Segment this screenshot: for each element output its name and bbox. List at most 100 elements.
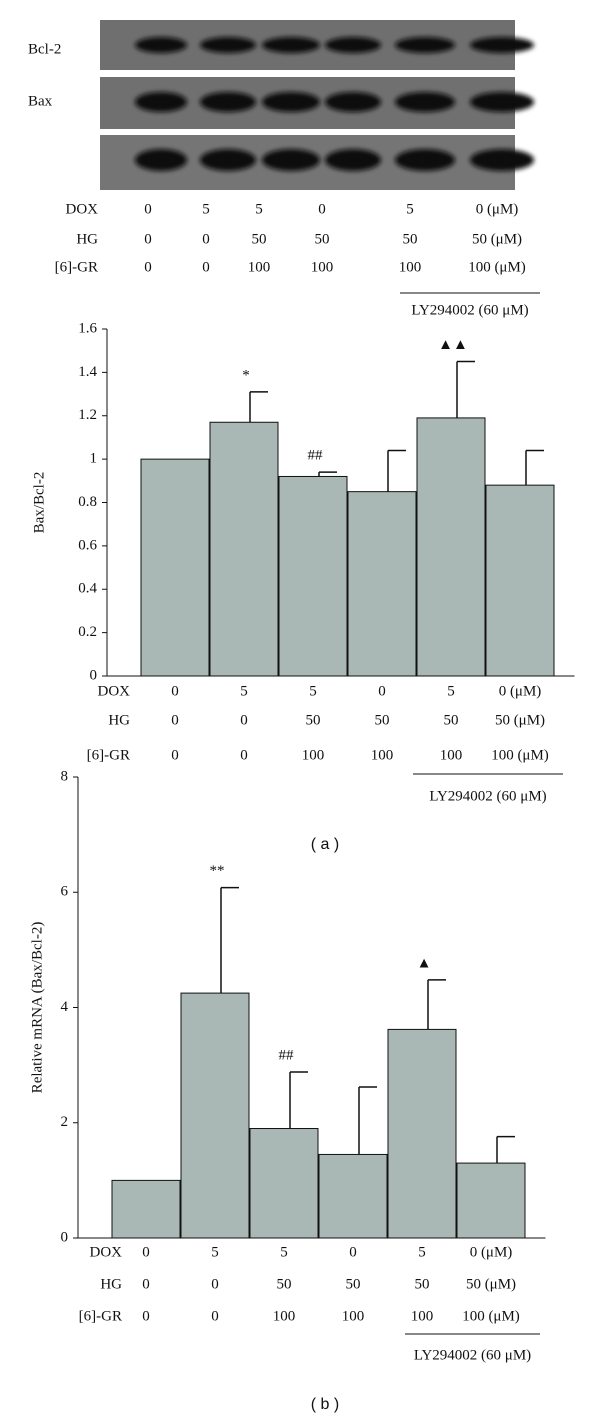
condition-value: 0 bbox=[142, 1244, 150, 1260]
condition-value: 100 bbox=[342, 1308, 365, 1324]
condition-value: 100 bbox=[411, 1308, 434, 1324]
y-tick-label: 8 bbox=[61, 768, 69, 784]
y-tick-label: 0.2 bbox=[78, 624, 97, 640]
band bbox=[470, 92, 534, 112]
condition-value: 100 bbox=[273, 1308, 296, 1324]
condition-value: 5 bbox=[202, 201, 210, 217]
condition-value: 50 bbox=[403, 231, 418, 247]
bar bbox=[180, 992, 250, 1239]
condition-value: 0 bbox=[240, 712, 248, 728]
blot-label: Bcl-2 bbox=[28, 41, 61, 57]
condition-name: HG bbox=[76, 231, 98, 247]
condition-value: 5 bbox=[211, 1244, 219, 1260]
band bbox=[135, 37, 187, 53]
band bbox=[135, 92, 187, 112]
condition-value: 0 bbox=[142, 1276, 150, 1292]
condition-name: DOX bbox=[90, 1244, 123, 1260]
band bbox=[325, 92, 381, 112]
condition-value: 5 bbox=[255, 201, 263, 217]
condition-value: 0 bbox=[211, 1308, 219, 1324]
condition-value: 100 (μM) bbox=[491, 747, 549, 763]
western-blot bbox=[100, 20, 534, 190]
condition-value: 0 bbox=[144, 201, 152, 217]
condition-value: 100 bbox=[302, 747, 325, 763]
y-tick-label: 0 bbox=[61, 1229, 69, 1245]
condition-value: 0 bbox=[144, 259, 152, 275]
band bbox=[470, 149, 534, 171]
panel-label: ( b ) bbox=[311, 1396, 339, 1413]
condition-value: 0 bbox=[171, 747, 179, 763]
condition-name: DOX bbox=[66, 201, 99, 217]
condition-value: 0 (μM) bbox=[499, 683, 542, 699]
band bbox=[395, 92, 455, 112]
bar bbox=[485, 484, 555, 677]
condition-name: [6]-GR bbox=[87, 747, 130, 763]
condition-value: 0 bbox=[318, 201, 326, 217]
condition-value: 50 bbox=[415, 1276, 430, 1292]
condition-value: 0 (μM) bbox=[470, 1244, 513, 1260]
condition-value: 0 bbox=[142, 1308, 150, 1324]
y-tick-label: 1.2 bbox=[78, 407, 97, 423]
inhibitor-label: LY294002 (60 μM) bbox=[411, 302, 528, 318]
bar bbox=[209, 421, 279, 677]
y-tick-label: 4 bbox=[61, 999, 69, 1015]
y-tick-label: 0.8 bbox=[78, 494, 97, 510]
y-tick-label: 1 bbox=[90, 451, 98, 467]
condition-value: 5 bbox=[240, 683, 248, 699]
band bbox=[470, 37, 534, 53]
condition-value: 0 bbox=[349, 1244, 357, 1260]
condition-value: 100 bbox=[248, 259, 271, 275]
band bbox=[262, 149, 320, 171]
inhibitor-label: LY294002 (60 μM) bbox=[429, 788, 546, 804]
bar bbox=[347, 491, 417, 677]
bar bbox=[249, 1128, 319, 1239]
y-tick-label: 0 bbox=[90, 667, 98, 683]
condition-value: 0 bbox=[171, 712, 179, 728]
band bbox=[395, 149, 455, 171]
condition-value: 0 bbox=[211, 1276, 219, 1292]
band bbox=[262, 92, 320, 112]
band bbox=[200, 149, 256, 171]
condition-value: 0 (μM) bbox=[476, 201, 519, 217]
condition-value: 100 bbox=[371, 747, 394, 763]
y-tick-label: 1.6 bbox=[78, 320, 97, 336]
condition-value: 0 bbox=[144, 231, 152, 247]
bar bbox=[416, 417, 486, 677]
band bbox=[200, 92, 256, 112]
significance-mark: ▲ bbox=[417, 955, 432, 971]
y-tick-label: 0.4 bbox=[78, 581, 97, 597]
condition-value: 100 bbox=[399, 259, 422, 275]
condition-value: 50 (μM) bbox=[466, 1276, 516, 1292]
condition-value: 100 bbox=[440, 747, 463, 763]
condition-value: 50 bbox=[315, 231, 330, 247]
bar bbox=[140, 458, 210, 677]
y-tick-label: 0.6 bbox=[78, 537, 97, 553]
significance-mark: ## bbox=[308, 448, 324, 464]
band bbox=[325, 149, 381, 171]
bar bbox=[318, 1153, 388, 1239]
condition-value: 100 (μM) bbox=[462, 1308, 520, 1324]
y-tick-label: 6 bbox=[61, 884, 69, 900]
blot-label: Bax bbox=[28, 93, 53, 109]
bar bbox=[278, 475, 348, 677]
condition-name: [6]-GR bbox=[55, 259, 98, 275]
y-tick-label: 2 bbox=[61, 1114, 69, 1130]
significance-mark: ## bbox=[279, 1047, 295, 1063]
condition-name: DOX bbox=[98, 683, 131, 699]
band bbox=[200, 37, 256, 53]
y-axis-label: Bax/Bcl-2 bbox=[31, 472, 47, 534]
y-axis-label: Relative mRNA (Bax/Bcl-2) bbox=[29, 922, 45, 1094]
bar bbox=[387, 1028, 457, 1239]
condition-value: 50 bbox=[375, 712, 390, 728]
condition-name: HG bbox=[100, 1276, 122, 1292]
inhibitor-label: LY294002 (60 μM) bbox=[414, 1347, 531, 1363]
y-tick-label: 1.4 bbox=[78, 364, 97, 380]
bar bbox=[456, 1162, 526, 1239]
condition-value: 0 bbox=[171, 683, 179, 699]
condition-value: 50 bbox=[277, 1276, 292, 1292]
condition-value: 100 bbox=[311, 259, 334, 275]
significance-mark: * bbox=[242, 367, 250, 383]
condition-name: [6]-GR bbox=[79, 1308, 122, 1324]
condition-value: 0 bbox=[202, 259, 210, 275]
